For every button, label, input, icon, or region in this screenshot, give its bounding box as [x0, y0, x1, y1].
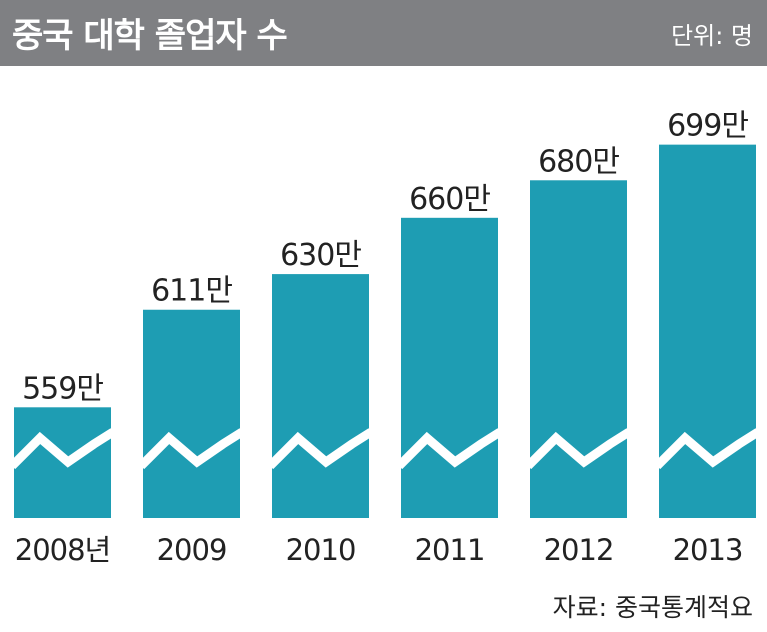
category-label-2: 2010 [286, 533, 356, 567]
bar-1 [143, 309, 240, 518]
category-label-3: 2011 [415, 533, 485, 567]
bar-2 [272, 274, 369, 518]
category-label-0: 2008년 [15, 533, 110, 567]
bar-3 [401, 217, 498, 519]
category-label-5: 2013 [673, 533, 743, 567]
unit-label: 단위: 명 [671, 22, 753, 50]
bar-4 [530, 180, 627, 518]
chart-header: 중국 대학 졸업자 수 단위: 명 [0, 0, 767, 66]
bar-chart: 559만 2008년 611만 2009 630만 2010 660만 2011 680만 201… [8, 109, 761, 567]
value-label-4: 680만 [538, 144, 619, 179]
value-label-0: 559만 [22, 371, 103, 406]
value-label-3: 660만 [409, 182, 490, 217]
axis-break-mark-0 [8, 428, 116, 470]
value-label-5: 699만 [667, 109, 748, 144]
axis-break-mark-4 [524, 428, 632, 470]
chart-title: 중국 대학 졸업자 수 [12, 16, 288, 56]
category-label-1: 2009 [157, 533, 227, 567]
axis-break-mark-1 [137, 428, 245, 470]
source-note: 자료: 중국통계적요 [552, 593, 753, 622]
category-label-4: 2012 [544, 533, 614, 567]
axis-break-mark-3 [395, 428, 503, 470]
axis-break-mark-5 [653, 428, 761, 470]
axis-break-mark-2 [266, 428, 374, 470]
value-label-1: 611만 [151, 274, 232, 309]
value-label-2: 630만 [280, 238, 361, 273]
